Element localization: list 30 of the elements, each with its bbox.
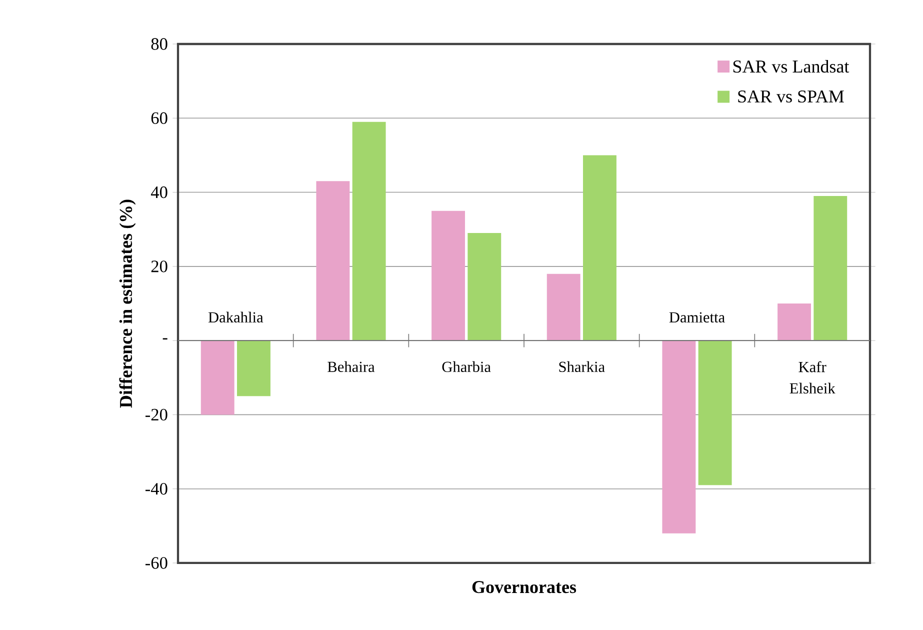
y-tick-label: 40 <box>150 186 168 198</box>
bar <box>662 340 696 534</box>
bar <box>432 210 465 341</box>
bar <box>778 303 811 341</box>
y-tick-label: -60 <box>146 557 168 569</box>
x-tick-label: Dakahlia <box>208 312 264 323</box>
legend-label: SAR vs Landsat <box>733 60 850 73</box>
bar <box>352 122 386 341</box>
x-tick-label: Gharbia <box>442 361 491 372</box>
x-tick-label: Kafr Elsheik <box>790 361 836 394</box>
bar <box>583 155 616 341</box>
y-axis-title: Difference in estimates (%) <box>119 200 136 408</box>
y-tick-label: 80 <box>151 38 168 50</box>
bar <box>468 233 502 341</box>
x-axis-title: Governorates <box>472 581 576 594</box>
y-tick-label: -20 <box>146 408 168 421</box>
x-tick-label: Damietta <box>669 312 725 323</box>
y-tick-label: - <box>162 338 168 340</box>
bar <box>200 340 234 415</box>
legend-label: SAR vs SPAM <box>738 90 844 103</box>
y-tick-label: -40 <box>146 483 168 495</box>
bar <box>814 196 848 341</box>
x-tick-label: Sharkia <box>559 361 605 372</box>
x-tick-label: Behaira <box>328 361 375 372</box>
bar <box>698 340 732 486</box>
y-tick-label: 60 <box>151 112 168 124</box>
bar <box>316 181 350 341</box>
y-tick-label: 20 <box>151 260 168 272</box>
bar <box>237 340 270 396</box>
bar <box>546 274 580 341</box>
